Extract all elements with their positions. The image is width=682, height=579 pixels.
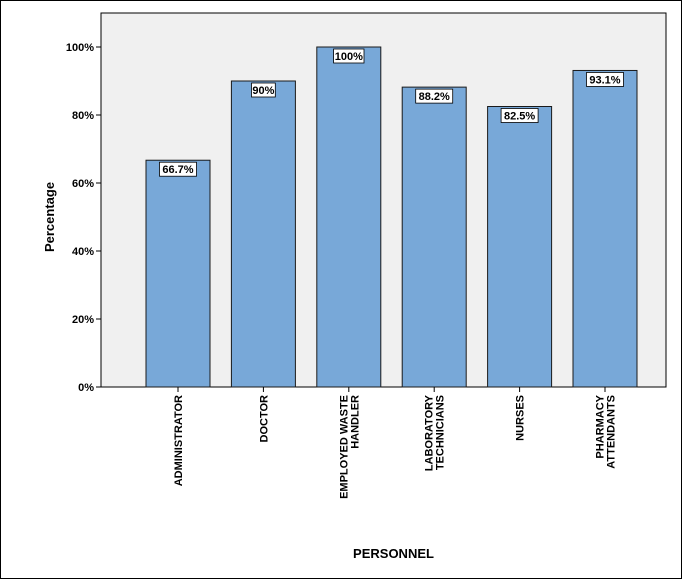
data-label: 66.7% (162, 164, 193, 176)
bar (316, 46, 382, 388)
y-tick-label: 80% (72, 110, 94, 122)
x-tick-label-line: PHARMACY (595, 394, 607, 458)
x-tick-label: EMPLOYED WASTE HANDLER (338, 395, 361, 499)
y-tick-label: 100% (66, 42, 94, 54)
data-label: 93.1% (589, 74, 620, 86)
x-tick-label: PHARMACY ATTENDANTS (595, 394, 618, 468)
data-label: 88.2% (419, 91, 450, 103)
data-label-box (159, 161, 197, 177)
y-tick-label: 40% (72, 246, 94, 258)
y-tick-label: 20% (72, 314, 94, 326)
x-tick-label-line: ATTENDANTS (606, 395, 618, 469)
y-tick-label: 0% (78, 382, 94, 394)
data-label: 90% (252, 85, 274, 97)
bar (401, 86, 467, 388)
y-axis-title: Percentage (42, 182, 57, 252)
x-tick-label: ADMINISTRATOR (173, 395, 185, 486)
data-label-box (415, 88, 454, 104)
x-tick-label: LABORATORY TECHNICIANS (424, 394, 447, 471)
x-tick-label: NURSES (515, 395, 527, 441)
x-tick-label-line: NURSES (515, 395, 527, 441)
bar (572, 69, 638, 388)
data-label-box (500, 108, 539, 123)
x-tick-label-line: EMPLOYED WASTE (338, 395, 350, 499)
x-tick-label-line: HANDLER (349, 395, 361, 449)
bar (487, 106, 553, 388)
data-label: 82.5% (504, 111, 535, 123)
data-label: 100% (335, 51, 363, 63)
data-label-box (333, 48, 365, 64)
x-tick-label-line: LABORATORY (424, 394, 436, 471)
bar (145, 159, 211, 388)
x-tick-label-line: TECHNICIANS (435, 395, 447, 470)
x-tick-label: DOCTOR (258, 395, 270, 443)
x-tick-label-line: DOCTOR (258, 395, 270, 443)
bar (230, 80, 296, 388)
data-label-box (251, 82, 276, 98)
x-tick-label-line: ADMINISTRATOR (173, 395, 185, 486)
x-axis-title: PERSONNEL (353, 546, 434, 561)
y-tick-label: 60% (72, 178, 94, 190)
data-label-box (586, 72, 624, 87)
